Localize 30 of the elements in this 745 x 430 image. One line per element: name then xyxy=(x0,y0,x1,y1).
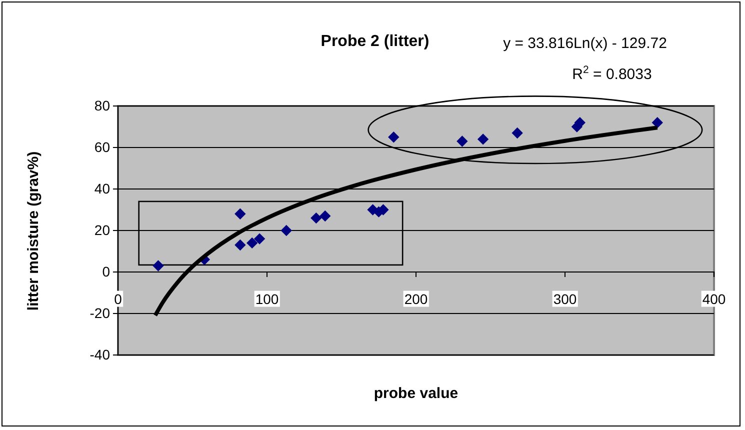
point xyxy=(456,136,468,147)
point xyxy=(310,212,322,224)
y-tick-label: 0 xyxy=(102,263,110,280)
point xyxy=(512,127,523,139)
point xyxy=(234,239,246,251)
point xyxy=(280,224,292,236)
text: R$^{2}$ = 0.8033 xyxy=(572,64,652,83)
text: y = 33.816Ln(x) - 129.72 xyxy=(503,35,667,52)
x-tick-label: 400 xyxy=(702,290,726,307)
x-tick-label: 200 xyxy=(404,290,428,307)
y-tick-label: 60 xyxy=(94,138,110,155)
point xyxy=(254,233,266,244)
x-tick-label: 0 xyxy=(114,290,122,307)
point xyxy=(234,208,246,220)
y-tick-label: -20 xyxy=(90,304,110,321)
point xyxy=(652,117,663,128)
point xyxy=(320,210,331,222)
y-tick-label: -40 xyxy=(90,346,110,362)
point xyxy=(388,132,400,143)
y-tick-label: 40 xyxy=(94,180,110,196)
x-tick-label: 100 xyxy=(255,290,279,307)
y-tick-label: 80 xyxy=(94,97,110,114)
point xyxy=(152,260,164,272)
x-tick-label: 300 xyxy=(553,290,577,307)
y-axis-title: litter moisture (grav%) xyxy=(25,151,42,311)
point xyxy=(477,134,489,145)
y-tick-label: 20 xyxy=(94,222,110,238)
x-axis-title: probe value xyxy=(374,385,458,402)
chart-title: Probe 2 (litter) xyxy=(320,33,430,50)
point xyxy=(246,237,258,249)
